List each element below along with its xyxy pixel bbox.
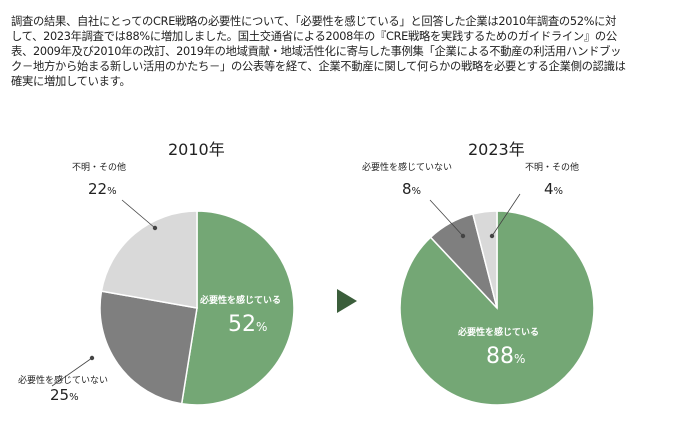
label-other-2010: 不明・その他 — [72, 163, 127, 173]
percent-sign: % — [69, 392, 79, 403]
leader-dot — [89, 355, 95, 361]
value-notneeded-2010: 25% — [50, 386, 79, 404]
value-needed-2023: 88% — [486, 344, 525, 369]
value-number: 8 — [402, 180, 412, 198]
value-number: 4 — [544, 180, 554, 198]
leader-dot — [152, 225, 158, 231]
intro-line: して、2023年調査では88%に増加しました。国土交通省による2008年の『CR… — [11, 30, 617, 43]
leader-dot — [489, 233, 495, 239]
label-notneeded-2023: 必要性を感じていない — [362, 163, 453, 173]
value-notneeded-2023: 8% — [402, 180, 421, 198]
percent-sign: % — [514, 352, 526, 366]
percent-sign: % — [411, 186, 422, 197]
value-number: 88 — [486, 344, 514, 369]
value-number: 22 — [88, 180, 108, 198]
percent-sign: % — [107, 186, 117, 197]
leader-line — [51, 357, 93, 387]
pie-slice — [180, 210, 295, 406]
label-needed-2010: 必要性を感じている — [200, 296, 282, 306]
intro-line: 確実に増加しています。 — [11, 75, 131, 88]
intro-line: 調査の結果、自社にとってのCRE戦略の必要性について、「必要性を感じている」と回… — [11, 15, 617, 28]
leader-dot — [460, 233, 466, 239]
leader-line — [429, 199, 464, 237]
pie-slice — [100, 210, 198, 309]
arrow-right-icon — [337, 289, 357, 313]
label-needed-2023: 必要性を感じている — [458, 328, 540, 338]
percent-sign: % — [256, 320, 268, 334]
chart-title-2010: 2010年 — [168, 140, 225, 159]
percent-sign: % — [553, 186, 564, 197]
value-other-2010: 22% — [88, 180, 117, 198]
label-notneeded-2010: 必要性を感じていない — [18, 376, 109, 386]
value-number: 52 — [228, 312, 256, 337]
leader-line — [121, 199, 156, 229]
intro-paragraph: 調査の結果、自社にとってのCRE戦略の必要性について、「必要性を感じている」と回… — [11, 14, 691, 89]
intro-line: ク－地方から始まる新しい活用のかたち－」の公表等を経て、企業不動産に関して何らか… — [11, 60, 626, 73]
value-number: 25 — [50, 386, 70, 404]
label-other-2023: 不明・その他 — [525, 163, 580, 173]
leader-line — [491, 193, 521, 237]
value-needed-2010: 52% — [228, 312, 267, 337]
pie-slice — [99, 290, 198, 405]
intro-line: 表、2009年及び2010年の改訂、2019年の地域貢献・地域活性化に寄与した事… — [11, 45, 622, 58]
chart-title-2023: 2023年 — [468, 140, 525, 159]
value-other-2023: 4% — [544, 180, 563, 198]
